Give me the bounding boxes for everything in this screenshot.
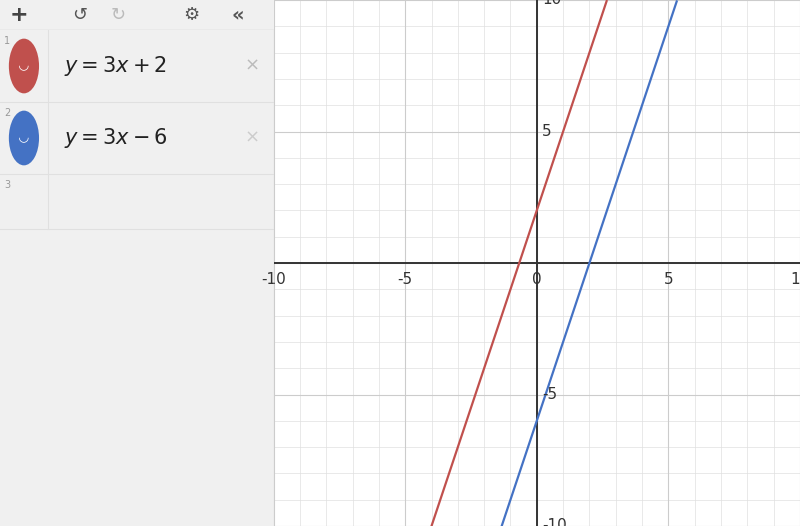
Bar [0,174,48,229]
Text: -10: -10 [262,272,286,287]
Text: 5: 5 [663,272,674,287]
Text: $y = 3x + 2$: $y = 3x + 2$ [64,54,167,78]
Text: 3: 3 [4,180,10,190]
Text: 2: 2 [4,108,10,118]
Circle shape [9,110,39,165]
Text: 10: 10 [790,272,800,287]
Text: $y = 3x - 6$: $y = 3x - 6$ [64,126,168,150]
Text: +: + [10,5,29,25]
Text: ×: × [244,129,259,147]
Circle shape [9,38,39,93]
Text: ↺: ↺ [72,6,87,24]
Text: ↻: ↻ [110,6,126,24]
Text: 5: 5 [542,124,552,139]
Bar [0,102,48,174]
Text: ⚙: ⚙ [183,6,199,24]
Text: -5: -5 [398,272,413,287]
Text: ◡: ◡ [19,59,29,73]
Text: -5: -5 [542,387,557,402]
Text: «: « [232,5,244,25]
Text: ×: × [244,57,259,75]
Text: 0: 0 [532,272,542,287]
Text: ◡: ◡ [19,132,29,145]
Text: 1: 1 [4,36,10,46]
Text: 10: 10 [542,0,562,7]
Text: -10: -10 [542,519,567,526]
Bar [0,30,48,102]
